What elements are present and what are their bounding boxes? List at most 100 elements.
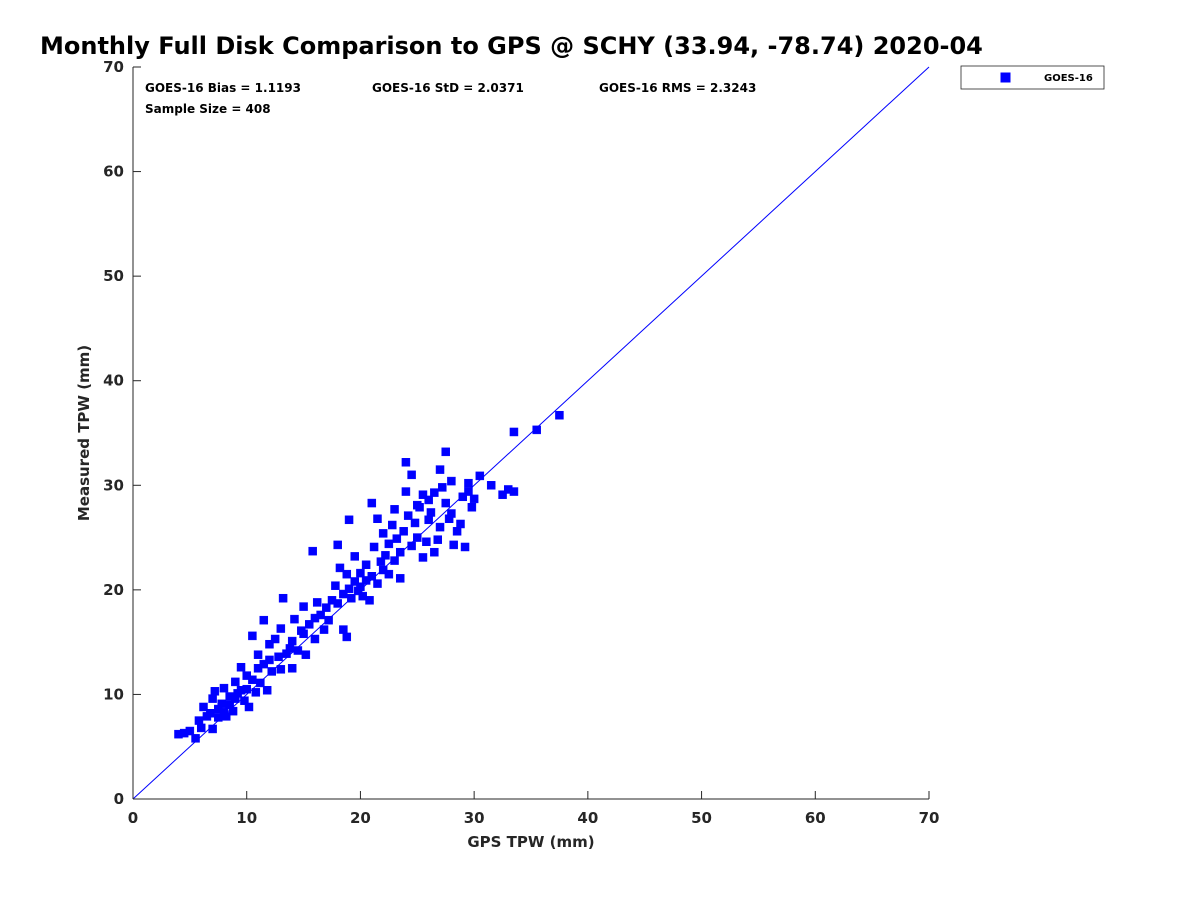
data-point [305, 620, 314, 629]
plot-area [132, 66, 930, 800]
data-point [376, 557, 386, 566]
data-point [435, 522, 445, 532]
data-point [248, 675, 257, 685]
data-point [342, 632, 352, 642]
data-point [430, 547, 439, 557]
data-point [378, 529, 388, 538]
x-tick-label: 50 [691, 809, 712, 827]
data-point [274, 652, 283, 662]
y-axis-ticks: 0 10 20 30 40 50 60 70 [103, 58, 141, 808]
data-point [509, 487, 519, 496]
data-point [319, 625, 329, 634]
data-point [312, 598, 322, 607]
data-point [388, 520, 397, 530]
data-point [426, 508, 436, 517]
data-point [424, 515, 433, 525]
data-point [367, 572, 377, 581]
data-point [276, 665, 286, 674]
data-point [265, 639, 274, 649]
data-point [415, 502, 424, 512]
data-point [433, 535, 443, 544]
chart-title: Monthly Full Disk Comparison to GPS @ SC… [40, 32, 983, 60]
data-point [467, 502, 477, 512]
data-point [403, 511, 413, 520]
data-point [285, 644, 295, 653]
data-point [240, 696, 249, 705]
data-point [401, 458, 411, 467]
data-point [395, 574, 405, 583]
rms-stat: GOES-16 RMS = 2.3243 [599, 81, 756, 95]
x-tick-label: 30 [464, 809, 485, 827]
data-point [278, 593, 288, 603]
data-point [287, 636, 297, 646]
data-point [356, 582, 365, 591]
data-point [452, 527, 462, 536]
data-point [367, 498, 377, 508]
sample-size-stat: Sample Size = 408 [145, 102, 271, 116]
legend-marker-square-icon [1000, 72, 1011, 83]
data-point [438, 483, 447, 492]
data-point [373, 579, 382, 588]
data-point [208, 694, 217, 703]
data-point [475, 471, 485, 481]
data-point [401, 487, 411, 496]
data-point [335, 563, 345, 573]
data-point [308, 546, 317, 556]
data-point [276, 624, 286, 633]
data-point [350, 552, 359, 561]
data-point [441, 498, 450, 508]
data-point [435, 465, 445, 474]
x-tick-label: 20 [350, 809, 371, 827]
data-point [413, 533, 422, 542]
data-point [486, 481, 496, 490]
data-point [430, 488, 439, 497]
legend-box [960, 65, 1105, 90]
data-point [407, 541, 416, 551]
x-tick-label: 40 [577, 809, 598, 827]
x-axis-label: GPS TPW (mm) [467, 833, 594, 851]
data-point [244, 702, 254, 712]
axes: 0 10 20 30 40 50 60 70 0 10 20 30 40 50 60 70 [103, 58, 939, 827]
y-tick-label: 70 [103, 58, 124, 76]
data-point [384, 569, 394, 579]
data-point [509, 427, 519, 437]
data-point [361, 560, 371, 570]
y-tick-label: 20 [103, 581, 124, 599]
data-point [194, 716, 204, 725]
x-axis-ticks: 0 10 20 30 40 50 60 70 [128, 791, 939, 827]
data-point [217, 699, 226, 709]
data-point [265, 655, 274, 665]
x-tick-label: 60 [805, 809, 826, 827]
one-to-one-reference-line [132, 66, 930, 800]
data-point [242, 684, 251, 694]
data-point [464, 478, 473, 488]
data-point [256, 678, 265, 688]
data-point [333, 540, 342, 550]
stats-annotations: GOES-16 Bias = 1.1193 GOES-16 StD = 2.03… [145, 81, 756, 116]
data-point [390, 556, 399, 565]
data-point [231, 677, 240, 687]
data-point [208, 724, 217, 734]
data-point [248, 631, 257, 641]
data-point [219, 683, 229, 693]
data-point [469, 494, 479, 504]
data-point [447, 509, 456, 518]
data-point [185, 726, 195, 736]
data-point [441, 447, 450, 457]
data-point [356, 568, 365, 578]
data-point [331, 581, 340, 590]
data-point [458, 492, 468, 502]
data-point [270, 634, 280, 644]
y-tick-label: 50 [103, 267, 124, 285]
data-point [221, 712, 231, 721]
y-axis-label: Measured TPW (mm) [75, 345, 93, 521]
data-point [299, 602, 308, 611]
y-tick-label: 60 [103, 163, 124, 181]
legend-entry-goes-16: GOES-16 [1044, 73, 1093, 84]
data-point [392, 534, 402, 543]
data-point [399, 527, 408, 536]
data-point [555, 410, 564, 420]
data-point [251, 688, 261, 697]
data-point [464, 487, 473, 496]
